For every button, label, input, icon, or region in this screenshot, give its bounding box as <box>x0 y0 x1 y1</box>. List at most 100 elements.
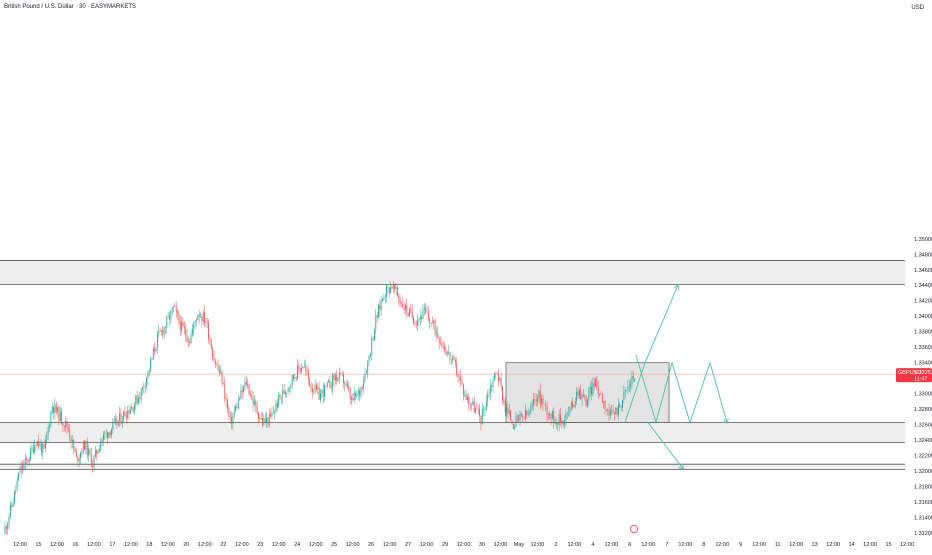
candle <box>221 369 223 388</box>
candle-body <box>19 472 21 473</box>
candle <box>378 303 379 319</box>
candle-body <box>611 410 613 411</box>
candle-body <box>545 404 547 406</box>
candle-body <box>181 321 183 331</box>
candle-body <box>63 425 65 427</box>
candle-body <box>454 359 456 364</box>
x-tick-label: 12:00 <box>752 542 766 548</box>
x-tick-label: 12:00 <box>641 542 655 548</box>
candle <box>410 303 412 315</box>
candle <box>481 402 483 425</box>
candle-body <box>333 374 335 381</box>
candle <box>78 454 80 468</box>
candle <box>402 297 404 308</box>
candle <box>549 411 551 420</box>
candle <box>98 444 100 453</box>
candle-body <box>158 330 160 334</box>
price-tag-value: 1.33252 <box>914 370 932 376</box>
candle <box>297 358 299 381</box>
candle <box>177 308 179 321</box>
candle-body <box>495 373 497 374</box>
candle-body <box>626 390 627 391</box>
candle <box>326 381 328 389</box>
candle-body <box>131 406 133 411</box>
candle-body <box>309 378 311 387</box>
candle <box>547 412 549 421</box>
candle-body <box>597 387 599 395</box>
candle-body <box>121 420 123 424</box>
candle-body <box>515 415 517 427</box>
candle-body <box>557 422 559 425</box>
candle-body <box>305 366 307 370</box>
candle <box>23 459 25 471</box>
candle <box>502 385 503 405</box>
candle <box>438 336 440 350</box>
candle <box>405 302 406 315</box>
candle <box>200 312 201 318</box>
x-tick-label: 29 <box>442 542 448 548</box>
x-tick-label: 15 <box>885 542 891 548</box>
candle <box>102 431 104 446</box>
candle-body <box>422 309 424 320</box>
candle <box>115 413 116 426</box>
candle-body <box>171 307 173 311</box>
candle-body <box>201 316 203 322</box>
candle-body <box>105 432 107 434</box>
candle <box>276 398 278 411</box>
x-tick-label: 12:00 <box>826 542 840 548</box>
candle-body <box>376 315 378 318</box>
x-tick-label: 16 <box>72 542 78 548</box>
candle <box>101 437 103 447</box>
candle-body <box>585 397 587 407</box>
candle-body <box>189 341 191 344</box>
candle <box>112 417 114 434</box>
candle <box>32 442 34 454</box>
candle-body <box>431 322 433 324</box>
candle-body <box>453 356 455 360</box>
y-tick-label: 1.34000 <box>914 314 932 320</box>
candle <box>631 370 633 390</box>
candle-body <box>214 361 216 365</box>
candle-body <box>383 297 385 299</box>
candle <box>403 302 405 315</box>
candle-body <box>547 414 549 416</box>
candle <box>595 377 596 388</box>
candle-body <box>167 316 169 318</box>
candle <box>119 406 121 428</box>
candle <box>340 372 342 375</box>
candle <box>252 391 254 412</box>
candle <box>492 376 494 394</box>
candle <box>570 400 572 411</box>
candle <box>247 378 249 390</box>
candle-body <box>166 317 168 328</box>
candle-body <box>30 448 32 460</box>
candle <box>7 521 9 535</box>
candle-body <box>391 287 393 289</box>
candle-body <box>22 465 23 469</box>
candle-body <box>243 386 245 392</box>
candle-body <box>170 310 172 320</box>
candle <box>442 340 444 350</box>
candle-body <box>616 407 618 415</box>
candle-body <box>379 305 381 310</box>
x-tick-label: 12:00 <box>235 542 249 548</box>
candle-body <box>210 341 212 350</box>
candle-body <box>480 416 482 425</box>
candle-body <box>301 368 303 372</box>
candle <box>495 372 497 379</box>
candle-body <box>360 386 362 396</box>
x-tick-label: 12:00 <box>567 542 581 548</box>
candle <box>143 381 145 394</box>
y-tick-label: 1.32200 <box>914 454 932 460</box>
candle-body <box>299 368 301 372</box>
candle <box>564 415 565 430</box>
candle <box>363 375 365 394</box>
candle-body <box>429 318 431 324</box>
candle <box>431 316 433 324</box>
candle <box>329 375 331 389</box>
candle-body <box>135 395 137 405</box>
candle <box>386 284 387 303</box>
candle-body <box>510 410 512 421</box>
